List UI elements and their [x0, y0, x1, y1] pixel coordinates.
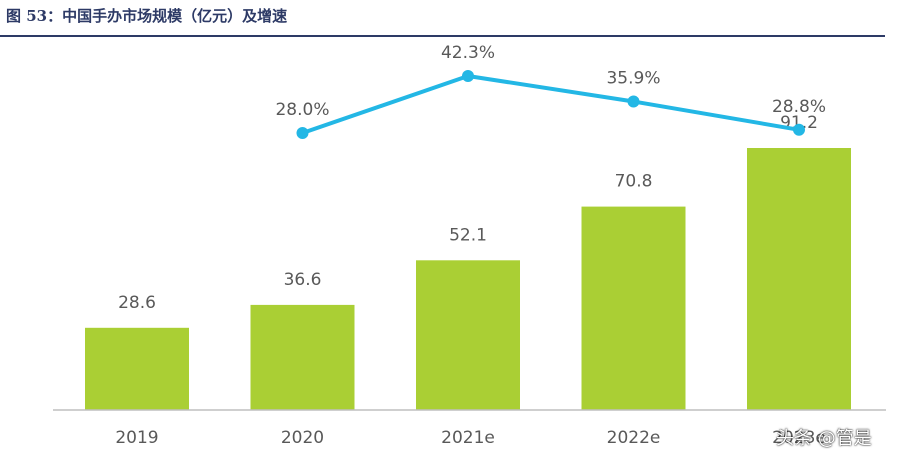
growth-value-label: 28.8%	[772, 97, 826, 117]
growth-value-label: 35.9%	[606, 69, 660, 89]
bar-2023e	[747, 148, 851, 410]
growth-rate-line	[301, 74, 800, 135]
bar-2022e	[581, 206, 686, 410]
x-tick-label: 2022e	[607, 428, 661, 448]
bar-value-label: 70.8	[615, 172, 653, 192]
chart-title: 图 53：中国手办市场规模（亿元）及增速	[6, 7, 288, 25]
growth-value-label: 42.3%	[441, 43, 495, 63]
growth-point	[296, 127, 309, 139]
bar-value-label: 28.6	[118, 293, 156, 313]
growth-point	[462, 70, 474, 82]
bar-2021e	[416, 260, 520, 410]
x-tick-label: 2019	[115, 428, 158, 448]
x-tick-label: 2021e	[441, 428, 495, 448]
title-divider	[0, 35, 885, 37]
watermark-text: 头条 @管是	[776, 428, 872, 449]
growth-point	[627, 95, 640, 108]
bar-value-label: 36.6	[284, 270, 322, 290]
growth-point	[793, 123, 805, 136]
bar-value-label: 52.1	[449, 225, 487, 245]
bar-2020	[250, 304, 355, 410]
bars-layer	[85, 148, 851, 410]
x-tick-label: 2020	[281, 428, 324, 448]
growth-labels-layer: 28.0% 42.3% 35.9% 28.8%	[275, 43, 826, 120]
growth-line-layer	[296, 70, 805, 139]
x-tick-label: 2023e	[772, 428, 826, 448]
x-tick-labels: 2019 2020 2021e 2022e 2023e	[115, 428, 826, 448]
growth-value-label: 28.0%	[275, 100, 329, 120]
bar-2019	[85, 327, 189, 410]
